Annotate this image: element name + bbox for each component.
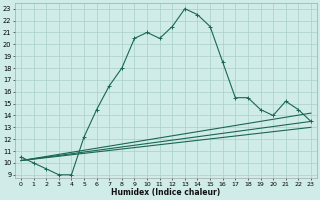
X-axis label: Humidex (Indice chaleur): Humidex (Indice chaleur)	[111, 188, 220, 197]
